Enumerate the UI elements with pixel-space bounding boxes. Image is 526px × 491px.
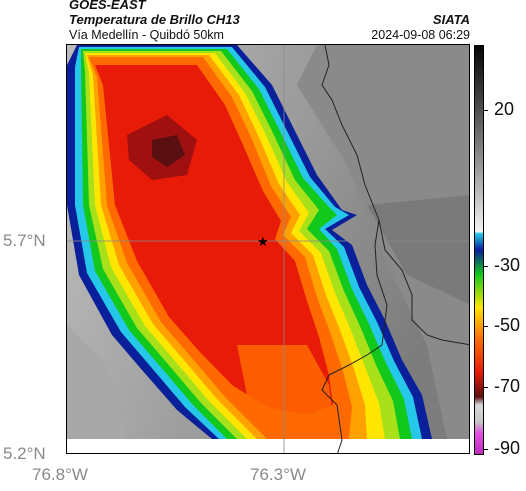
satellite-map: ★: [66, 44, 470, 454]
municipal-boundary: [321, 219, 388, 453]
longitude-tick-76-3: 76.3°W: [250, 465, 306, 484]
longitude-tick-76-8: 76.8°W: [32, 465, 88, 484]
brightness-temperature-field: ★: [67, 45, 469, 453]
colorbar-label-minus-70: -70: [494, 376, 521, 396]
orange-interior-patch: [237, 345, 335, 435]
colorbar-tick: [484, 387, 488, 388]
coldest-core-region: [152, 135, 185, 167]
colorbar-tick: [484, 110, 488, 111]
station-star-icon: ★: [257, 235, 269, 250]
darker-gray-patch: [367, 195, 469, 305]
colorbar-label-20: 20: [494, 99, 515, 119]
product-title: Temperatura de Brillo CH13: [69, 12, 240, 27]
colorbar-tick: [484, 266, 488, 267]
colorbar-gradient: [475, 46, 483, 454]
colorbar-tick: [484, 449, 488, 450]
colorbar-label-minus-30: -30: [494, 255, 521, 275]
colorbar-tick: [484, 326, 488, 327]
agency-label: SIATA: [432, 12, 470, 27]
latitude-tick-5-7: 5.7°N: [3, 231, 46, 250]
colorbar-label-minus-50: -50: [494, 315, 521, 335]
region-subtitle: Vía Medellín - Quibdó 50km: [69, 28, 224, 42]
latitude-tick-5-2: 5.2°N: [3, 444, 46, 463]
temperature-colorbar: [474, 45, 484, 455]
colorbar-label-minus-90: -90: [494, 438, 521, 458]
timestamp-label: 2024-09-08 06:29: [371, 28, 470, 42]
satellite-source-label: GOES-EAST: [69, 0, 146, 12]
no-data-strip: [67, 439, 469, 453]
light-gray-patch: [67, 325, 127, 439]
